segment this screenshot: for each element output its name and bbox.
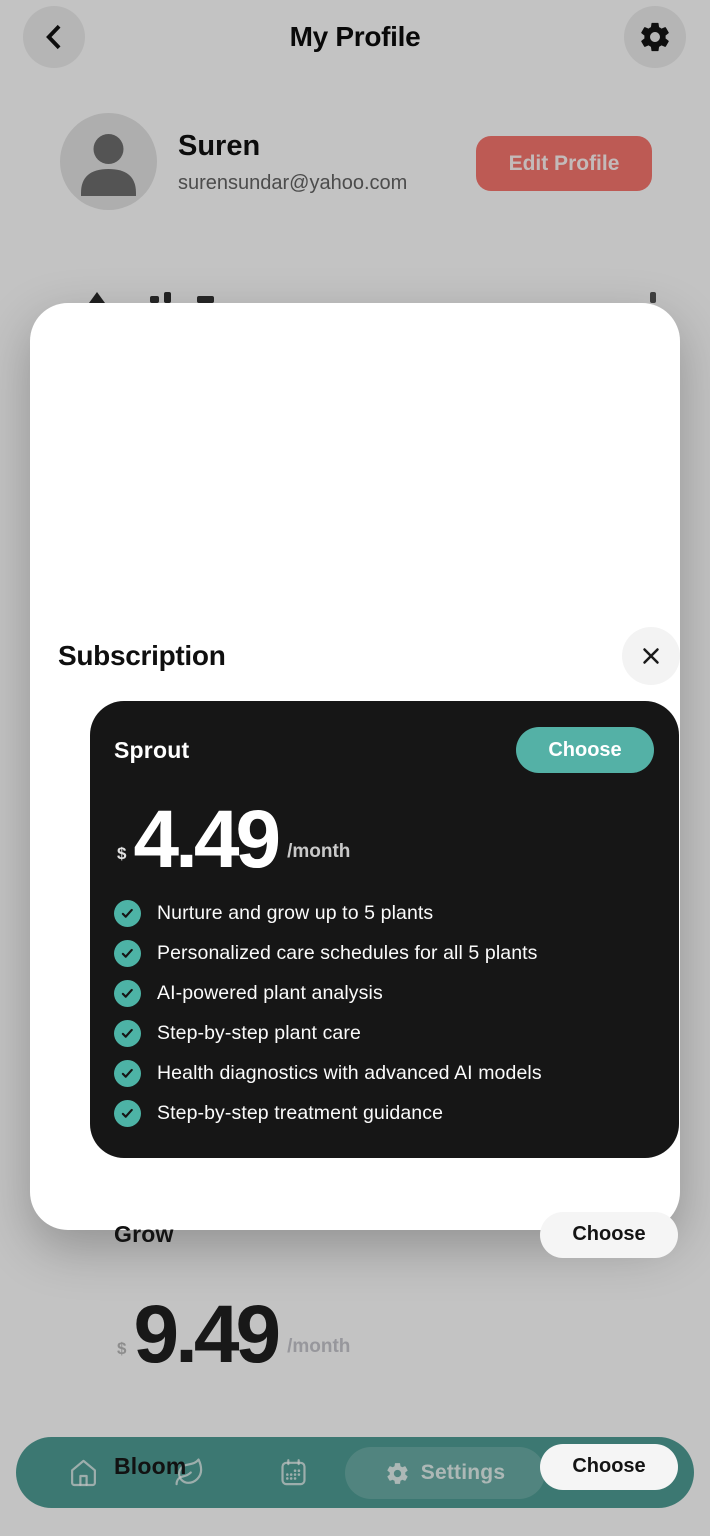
feature-item: Health diagnostics with advanced AI mode… xyxy=(114,1053,654,1093)
hidden-row-icon-tip xyxy=(89,292,105,303)
check-icon xyxy=(114,1059,141,1087)
plan-row-grow: Grow Choose $ 9.49 /month xyxy=(90,1211,679,1380)
chevron-left-icon xyxy=(39,22,69,52)
nav-settings-label: Settings xyxy=(420,1461,506,1484)
price-period: /month xyxy=(287,1336,351,1357)
currency-symbol: $ xyxy=(117,844,127,863)
nav-item-home[interactable] xyxy=(52,1437,114,1508)
price-period: /month xyxy=(287,841,351,862)
person-icon xyxy=(60,113,157,210)
avatar xyxy=(60,113,157,210)
check-icon xyxy=(114,1099,141,1127)
price-amount: 4.49 xyxy=(133,793,281,885)
settings-button[interactable] xyxy=(624,6,686,68)
profile-email: surensundar@yahoo.com xyxy=(178,172,408,194)
close-button[interactable] xyxy=(622,627,680,685)
nav-item-plants[interactable] xyxy=(158,1437,220,1508)
plan-name: Bloom xyxy=(114,1453,187,1479)
check-icon xyxy=(114,899,141,927)
feature-item: AI-powered plant analysis xyxy=(114,973,654,1013)
close-icon xyxy=(638,643,664,669)
leaf-icon xyxy=(174,1457,205,1488)
hidden-row-text-tip xyxy=(197,296,214,303)
hidden-row-chevron-tip xyxy=(650,292,656,303)
page-title: My Profile xyxy=(289,21,421,52)
check-icon xyxy=(114,979,141,1007)
calendar-icon xyxy=(278,1457,309,1488)
check-icon xyxy=(114,1019,141,1047)
feature-item: Step-by-step plant care xyxy=(114,1013,654,1053)
check-icon xyxy=(114,939,141,967)
plan-row-bloom: Bloom Choose xyxy=(90,1443,679,1490)
plan-price: $ 4.49 /month xyxy=(114,787,654,885)
gear-icon xyxy=(385,1461,410,1486)
currency-symbol: $ xyxy=(117,1339,127,1358)
hidden-row-text-tip xyxy=(164,292,171,303)
price-amount: 9.49 xyxy=(133,1288,281,1380)
plan-card-sprout: Sprout Choose $ 4.49 /month Nurture and … xyxy=(90,701,679,1158)
feature-item: Step-by-step treatment guidance xyxy=(114,1093,654,1133)
choose-sprout-button[interactable]: Choose xyxy=(516,727,654,773)
plan-price: $ 9.49 /month xyxy=(114,1282,678,1380)
plan-name: Sprout xyxy=(114,736,190,763)
back-button[interactable] xyxy=(23,6,85,68)
modal-title: Subscription xyxy=(58,640,226,671)
nav-item-calendar[interactable] xyxy=(262,1437,324,1508)
nav-item-settings[interactable]: Settings xyxy=(345,1447,545,1499)
choose-grow-button[interactable]: Choose xyxy=(540,1211,678,1258)
gear-icon xyxy=(638,20,672,54)
home-icon xyxy=(68,1457,99,1488)
profile-name: Suren xyxy=(178,130,261,162)
feature-item: Nurture and grow up to 5 plants xyxy=(114,893,654,933)
plan-name: Grow xyxy=(114,1221,174,1247)
subscription-modal: Subscription Sprout Choose $ 4.49 /month… xyxy=(30,303,680,1490)
feature-list: Nurture and grow up to 5 plants Personal… xyxy=(114,893,654,1133)
hidden-row-text-tip xyxy=(150,296,159,303)
edit-profile-button[interactable]: Edit Profile xyxy=(476,136,652,191)
choose-bloom-button[interactable]: Choose xyxy=(540,1443,678,1490)
feature-item: Personalized care schedules for all 5 pl… xyxy=(114,933,654,973)
